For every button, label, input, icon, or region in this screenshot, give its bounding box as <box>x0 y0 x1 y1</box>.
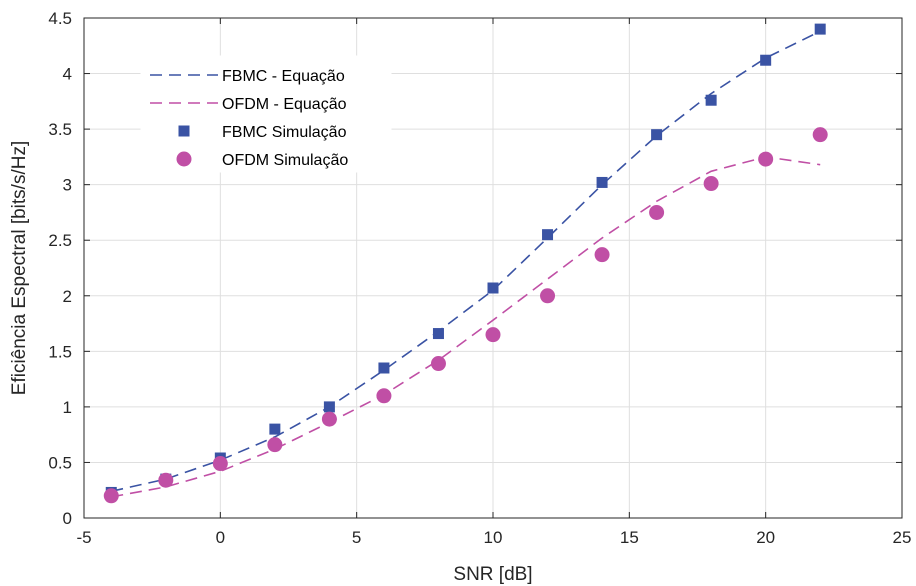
data-point-square <box>542 229 554 241</box>
data-point-square <box>269 423 281 435</box>
y-tick-label: 2.5 <box>48 231 72 250</box>
y-tick-label: 4 <box>63 65 72 84</box>
data-point-circle <box>540 288 556 304</box>
y-tick-label: 3 <box>63 176 72 195</box>
y-tick-label: 1.5 <box>48 342 72 361</box>
data-point-circle <box>758 151 774 167</box>
x-tick-label: -5 <box>76 528 91 547</box>
series-layer <box>103 23 828 504</box>
series-line <box>111 156 821 498</box>
y-tick-label: 4.5 <box>48 9 72 28</box>
x-tick-label: 20 <box>756 528 775 547</box>
data-point-square <box>432 328 444 340</box>
legend-label: FBMC - Equação <box>222 68 345 85</box>
data-point-circle <box>321 411 337 427</box>
x-tick-label: 0 <box>216 528 225 547</box>
legend: FBMC - Equação OFDM - Equação FBMC Simulaç… <box>140 55 392 173</box>
data-point-circle <box>430 356 446 372</box>
legend-label: OFDM Simulação <box>222 152 348 169</box>
data-point-circle <box>267 437 283 453</box>
y-tick-label: 0 <box>63 509 72 528</box>
series-1 <box>111 156 821 498</box>
legend-label: OFDM - Equação <box>222 96 347 113</box>
data-point-square <box>487 282 499 294</box>
legend-label: FBMC Simulação <box>222 124 347 141</box>
legend-circle-swatch <box>176 151 192 167</box>
y-tick-label: 0.5 <box>48 453 72 472</box>
y-tick-label: 3.5 <box>48 120 72 139</box>
data-point-circle <box>812 127 828 143</box>
series-3 <box>103 127 828 504</box>
data-point-square <box>651 129 663 141</box>
data-point-square <box>705 94 717 106</box>
data-point-circle <box>649 204 665 220</box>
data-point-square <box>323 401 335 413</box>
data-point-circle <box>376 388 392 404</box>
data-point-square <box>378 362 390 374</box>
x-tick-label: 15 <box>620 528 639 547</box>
x-tick-label: 10 <box>484 528 503 547</box>
x-tick-label: 25 <box>893 528 912 547</box>
legend-square-swatch <box>178 125 190 137</box>
data-point-square <box>596 176 608 188</box>
data-point-square <box>814 23 826 35</box>
data-point-circle <box>158 472 174 488</box>
y-tick-label: 1 <box>63 398 72 417</box>
x-axis-label: SNR [dB] <box>453 564 532 585</box>
data-point-square <box>760 54 772 66</box>
series-line <box>111 30 821 493</box>
data-point-circle <box>103 488 119 504</box>
data-point-circle <box>485 327 501 343</box>
series-0 <box>111 30 821 493</box>
data-point-circle <box>594 247 610 263</box>
data-point-circle <box>212 456 228 472</box>
x-tick-label: 5 <box>352 528 361 547</box>
y-tick-label: 2 <box>63 287 72 306</box>
y-axis-label: Eficiência Espectral [bits/s/Hz] <box>9 141 30 395</box>
data-point-circle <box>703 176 719 192</box>
